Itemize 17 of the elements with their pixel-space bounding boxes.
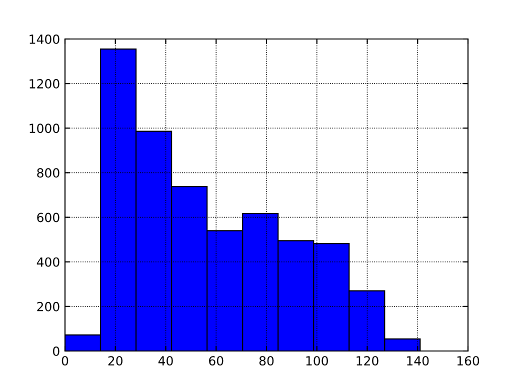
y-tick-label: 600	[37, 212, 60, 222]
x-tick-label: 40	[158, 356, 173, 366]
y-tick-label: 0	[53, 346, 60, 356]
y-tick-label: 1000	[30, 124, 60, 134]
x-tick-label: 20	[108, 356, 122, 366]
x-tick-label: 80	[259, 356, 274, 366]
x-tick-label: 120	[356, 356, 378, 366]
x-tick-label: 60	[209, 356, 224, 366]
y-tick-label: 1400	[30, 34, 60, 44]
y-tick-label: 200	[37, 302, 60, 312]
x-tick-label: 100	[306, 356, 328, 366]
y-tick-label: 400	[36, 257, 60, 267]
y-tick-label: 1200	[30, 79, 60, 88]
x-tick-label: 160	[457, 356, 480, 366]
x-tick-label: 140	[407, 356, 429, 366]
y-tick-label: 800	[37, 168, 60, 178]
x-tick-label: 0	[62, 356, 68, 366]
